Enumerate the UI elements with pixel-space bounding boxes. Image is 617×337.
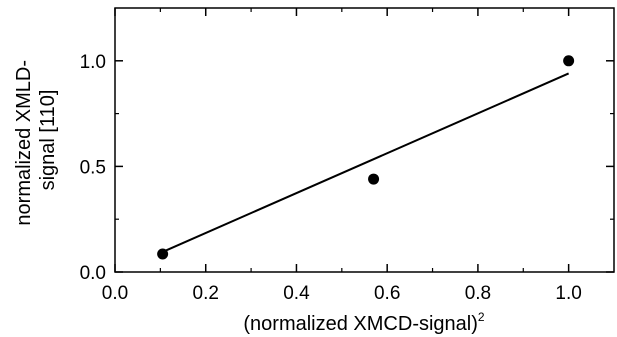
x-tick-label: 0.2	[193, 283, 219, 304]
y-axis-label-line-1: normalized XMLD-	[13, 60, 35, 226]
y-axis-label-line-2: signal [110]	[37, 90, 59, 191]
plot-frame	[114, 7, 615, 273]
data-point	[563, 55, 575, 67]
y-tick-label: 0.0	[80, 263, 106, 284]
fit-line	[162, 72, 570, 253]
x-tick-label: 0.6	[374, 283, 400, 304]
y-tick-label: 0.5	[80, 157, 106, 178]
points-layer	[157, 55, 575, 260]
y-tick-label: 1.0	[80, 52, 106, 73]
x-tick-label: 1.0	[555, 283, 581, 304]
data-point	[368, 173, 380, 185]
ticks-layer	[114, 8, 614, 273]
x-tick-label: 0.0	[102, 283, 128, 304]
y-axis-label: normalized XMLD- signal [110]	[13, 54, 59, 225]
x-tick-label: 0.8	[465, 283, 491, 304]
fit-layer	[162, 72, 570, 253]
tick-labels-layer: 0.0 0.2 0.4 0.6 0.8 1.0 0.0 0.5 1.0	[80, 52, 582, 304]
x-tick-label: 0.4	[283, 283, 310, 304]
data-point	[157, 248, 169, 260]
x-axis-label: (normalized XMCD-signal)2	[243, 310, 485, 335]
